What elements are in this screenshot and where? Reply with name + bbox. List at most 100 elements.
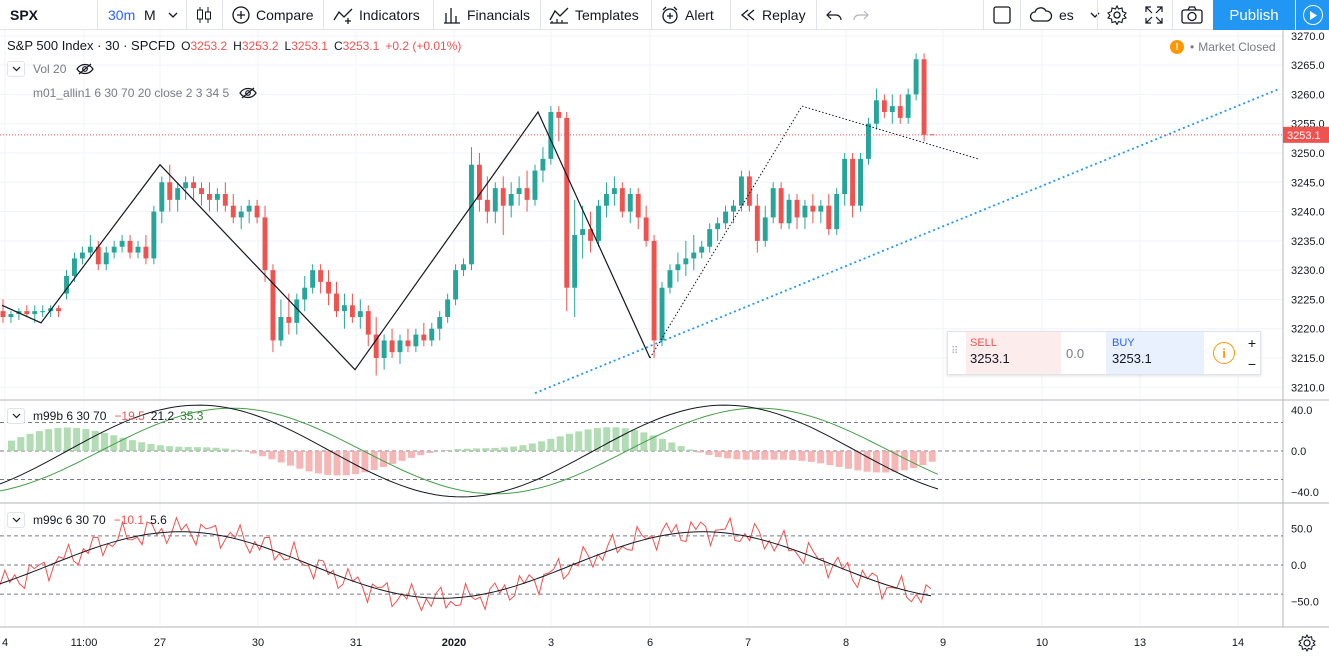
candle	[746, 176, 752, 206]
candle	[127, 240, 133, 253]
fullscreen-button[interactable]	[1145, 0, 1163, 30]
eye-crossed-icon[interactable]	[239, 87, 257, 99]
replay-button[interactable]: Replay	[740, 0, 806, 30]
candle	[461, 264, 466, 271]
eye-crossed-icon[interactable]	[76, 63, 95, 75]
info-icon[interactable]: i	[1213, 342, 1235, 364]
histogram-bar	[510, 446, 518, 451]
candle	[397, 340, 403, 353]
toolbar-divider	[540, 0, 541, 30]
symbol-title[interactable]: S&P 500 Index · 30 · SPCFD	[7, 38, 176, 53]
candles-icon	[197, 7, 211, 23]
publish-dropdown-button[interactable]	[1296, 0, 1329, 30]
layout-save-button[interactable]: es	[1029, 0, 1100, 30]
redo-button[interactable]	[853, 0, 869, 30]
alarm-clock-icon	[662, 6, 678, 24]
histogram-bar	[770, 451, 778, 460]
candle	[905, 94, 911, 118]
gear-icon-outline	[1298, 633, 1316, 653]
alert-button[interactable]: Alert	[661, 0, 714, 30]
market-status[interactable]: ! • Market Closed	[1170, 40, 1276, 54]
price-tick-label: 3265.0	[1291, 60, 1325, 72]
candle	[619, 188, 625, 212]
candle	[762, 217, 768, 241]
pane2-legend: m99b 6 30 70 −19.5 21.2 35.3	[7, 408, 203, 424]
buy-label: BUY	[1112, 337, 1135, 349]
chart-canvas[interactable]: 3270.03265.03260.03255.03250.03245.03240…	[0, 30, 1329, 657]
interval-minutes-label: M	[144, 7, 156, 23]
volume-label[interactable]: Vol 20	[33, 62, 67, 76]
drag-handle-icon[interactable]: ⠿	[951, 346, 959, 357]
play-icon	[1302, 5, 1323, 25]
candle	[516, 188, 522, 194]
candle	[445, 299, 451, 317]
candle	[302, 287, 308, 300]
candle	[0, 311, 6, 317]
sell-button[interactable]: SELL 3253.1	[966, 332, 1061, 374]
time-tick-label: 8	[843, 637, 849, 649]
candle	[897, 106, 903, 118]
histogram-bar	[807, 451, 815, 462]
compare-button[interactable]: Compare	[232, 0, 314, 30]
histogram-bar	[82, 429, 90, 451]
candle	[715, 223, 721, 230]
candle	[627, 194, 633, 212]
candle	[151, 211, 157, 259]
indicators-button[interactable]: Indicators	[333, 0, 420, 30]
oscillator-slow-line	[0, 531, 932, 599]
histogram-bar	[854, 451, 862, 471]
time-tick-label: 11:00	[71, 637, 98, 649]
candle	[842, 158, 848, 194]
candle	[365, 311, 371, 335]
histogram-bar	[398, 451, 406, 461]
snapshot-button[interactable]	[1181, 0, 1203, 30]
histogram-bar	[919, 451, 927, 466]
histogram-bar	[147, 443, 155, 451]
pane3-study-name[interactable]: m99c 6 30 70	[33, 513, 106, 527]
histogram-bar	[287, 451, 294, 466]
candle	[119, 240, 125, 247]
candle	[381, 340, 387, 358]
last-price-label-text: 3253.1	[1287, 130, 1321, 142]
collapse-legend-button[interactable]	[7, 61, 25, 77]
buy-button[interactable]: BUY 3253.1	[1106, 332, 1204, 374]
templates-button[interactable]: Templates	[549, 0, 639, 30]
trend-line	[649, 105, 803, 359]
time-tick-label: 10	[1036, 637, 1048, 649]
publish-button[interactable]: Publish	[1213, 0, 1295, 30]
histogram-bar	[714, 451, 722, 458]
candle	[603, 194, 609, 206]
financials-button[interactable]: Financials	[443, 0, 530, 30]
toolbar-divider	[1097, 0, 1098, 30]
interval-button[interactable]: 30m	[108, 7, 136, 23]
indicators-label: Indicators	[359, 7, 420, 23]
square-icon	[993, 6, 1011, 24]
quantity-plus-button[interactable]: +	[1247, 334, 1257, 351]
quantity-minus-button[interactable]: −	[1247, 355, 1257, 372]
histogram-bar	[156, 445, 164, 451]
symbol-search[interactable]: SPX	[10, 7, 39, 23]
histogram-bar	[835, 451, 843, 467]
candle	[532, 170, 538, 200]
toolbar-divider	[97, 0, 98, 30]
collapse-legend-button[interactable]	[7, 512, 25, 528]
toolbar-divider	[1172, 0, 1173, 30]
histogram-bar	[826, 451, 834, 466]
histogram-bar	[779, 451, 787, 460]
study-label[interactable]: m01_allin1 6 30 70 20 close 2 3 34 5	[33, 86, 230, 100]
chart-style-button[interactable]	[196, 0, 212, 30]
market-status-label: Market Closed	[1198, 40, 1276, 54]
histogram-bar	[482, 448, 490, 451]
gear-icon[interactable]	[1298, 633, 1316, 653]
histogram-bar	[249, 451, 257, 454]
histogram-bar	[454, 449, 462, 451]
histogram-bar	[110, 435, 118, 451]
settings-button[interactable]	[1107, 0, 1127, 30]
select-layout-button[interactable]	[993, 0, 1011, 30]
pane2-study-name[interactable]: m99b 6 30 70	[33, 409, 107, 423]
candle	[794, 199, 800, 218]
collapse-legend-button[interactable]	[7, 408, 25, 424]
undo-button[interactable]	[826, 0, 842, 30]
time-tick-label: 13	[1134, 637, 1146, 649]
interval-dropdown[interactable]: M	[144, 0, 178, 30]
